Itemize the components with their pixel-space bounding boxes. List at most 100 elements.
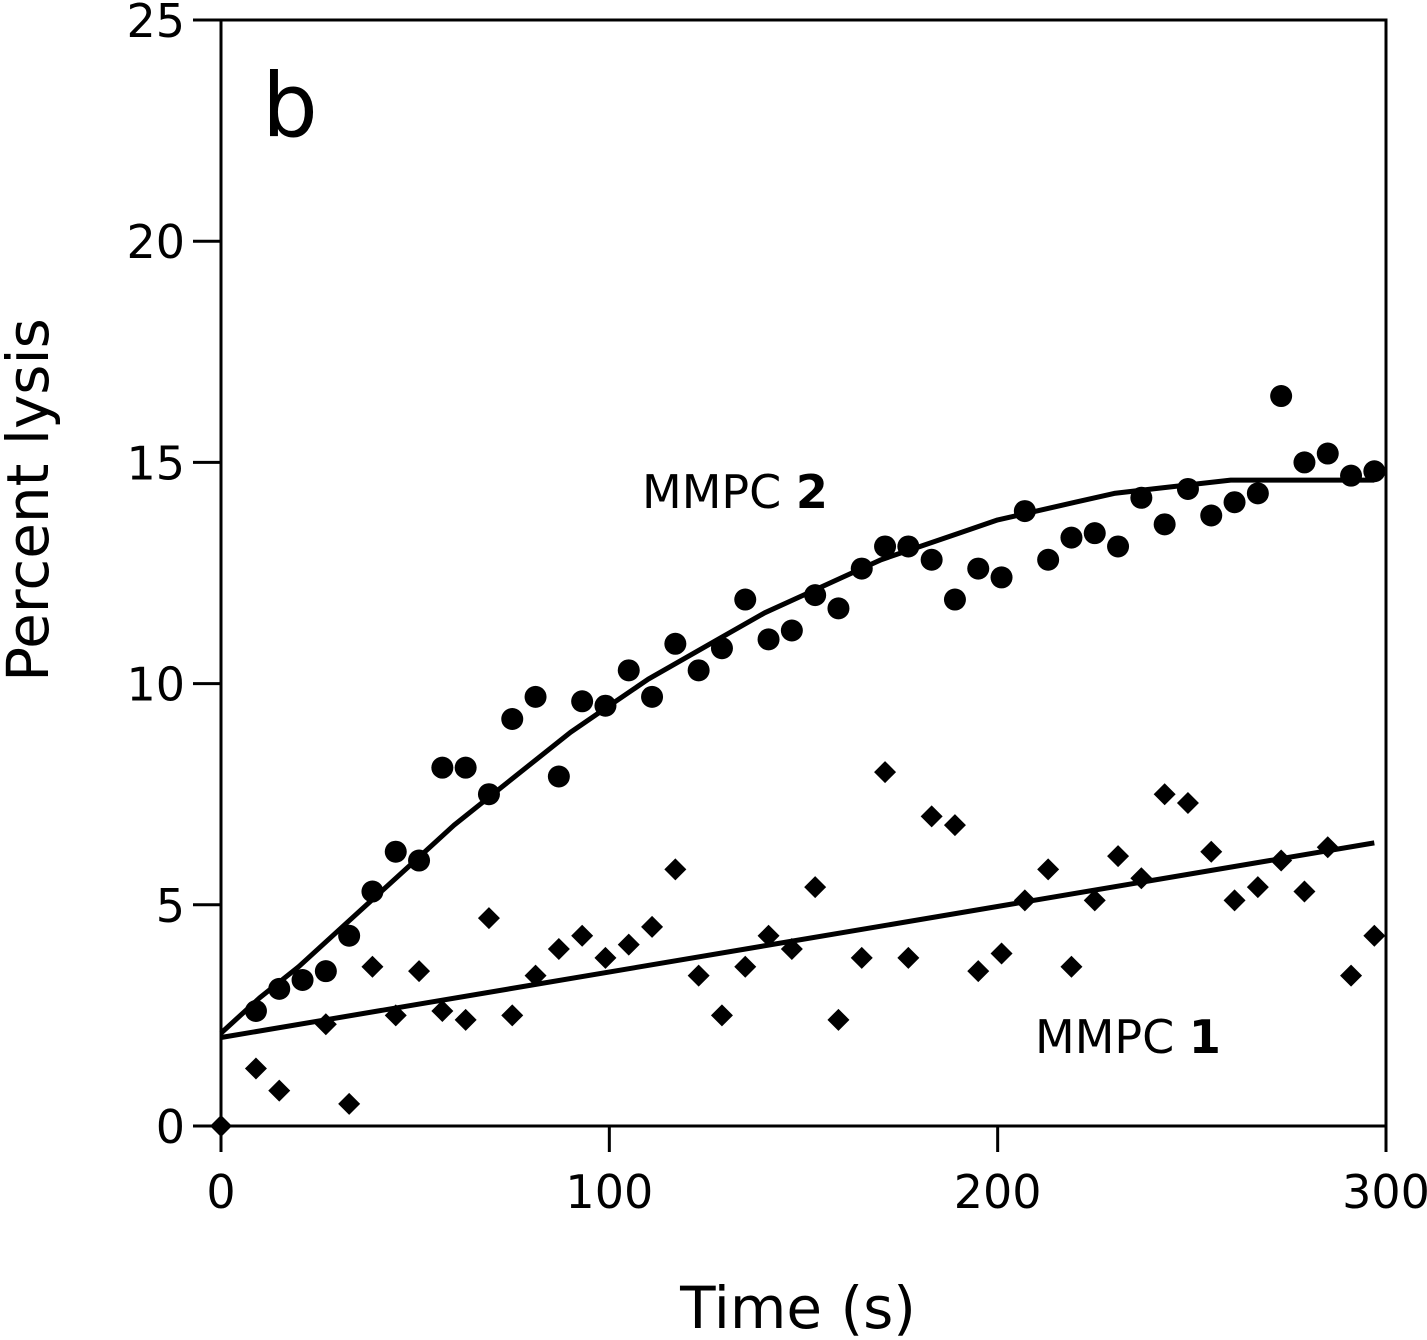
- data-point-circle: [268, 977, 291, 1000]
- data-point-circle: [641, 685, 664, 708]
- data-point-diamond: [1200, 840, 1223, 863]
- data-point-circle: [897, 535, 920, 558]
- data-point-diamond: [897, 946, 920, 969]
- data-point-diamond: [501, 1004, 524, 1027]
- data-point-circle: [1270, 385, 1293, 408]
- series-label-prefix: MMPC: [1035, 1010, 1189, 1064]
- data-point-diamond: [734, 955, 757, 978]
- data-point-diamond: [210, 1115, 232, 1137]
- data-point-diamond: [1363, 924, 1386, 947]
- fit-lines: [219, 477, 1375, 1040]
- data-point-circle: [501, 707, 524, 730]
- x-tick-label: 300: [1342, 1165, 1427, 1219]
- data-point-circle: [1176, 477, 1199, 500]
- data-point-circle: [1083, 522, 1106, 545]
- data-point-circle: [547, 765, 570, 788]
- data-point-diamond: [431, 999, 454, 1022]
- series-label-mmpc-1: MMPC 1: [1035, 1010, 1221, 1064]
- data-point-circle: [571, 690, 594, 713]
- data-point-circle: [874, 535, 897, 558]
- data-point-diamond: [384, 1004, 407, 1027]
- y-tick-label: 0: [156, 1100, 185, 1154]
- data-point-circle: [990, 566, 1013, 589]
- series-label-mmpc-2: MMPC 2: [642, 465, 828, 519]
- series-label-number: 1: [1189, 1010, 1221, 1064]
- data-point-circle: [1340, 464, 1363, 487]
- data-point-circle: [804, 584, 827, 607]
- data-point-circle: [1200, 504, 1223, 527]
- data-point-diamond: [990, 942, 1013, 965]
- data-point-circle: [1223, 491, 1246, 514]
- chart-labels: b Time (s) Percent lysis MMPC 2 MMPC 1: [0, 54, 1221, 1340]
- data-point-diamond: [827, 1008, 850, 1031]
- data-point-diamond: [1340, 964, 1363, 987]
- data-point-diamond: [314, 1013, 337, 1036]
- data-point-circle: [594, 694, 617, 717]
- fit-line-series-1: [219, 477, 1375, 1035]
- y-tick-label: 25: [126, 0, 185, 48]
- data-point-diamond: [547, 938, 570, 961]
- data-point-circle: [780, 619, 803, 642]
- data-point-diamond: [338, 1092, 361, 1115]
- y-tick-label: 10: [126, 658, 185, 712]
- data-point-circle: [734, 588, 757, 611]
- data-point-circle: [1130, 486, 1153, 509]
- data-point-diamond: [594, 946, 617, 969]
- x-tick-label: 100: [565, 1165, 653, 1219]
- data-point-circle: [827, 597, 850, 620]
- data-point-diamond: [1316, 836, 1339, 859]
- data-point-diamond: [710, 1004, 733, 1027]
- data-point-diamond: [361, 955, 384, 978]
- data-point-circle: [431, 756, 454, 779]
- data-point-diamond: [920, 805, 943, 828]
- data-point-diamond: [524, 964, 547, 987]
- data-point-diamond: [244, 1057, 267, 1080]
- series-label-number: 2: [796, 465, 828, 519]
- plot-frame: [219, 18, 1388, 1128]
- data-point-diamond: [943, 814, 966, 837]
- data-point-circle: [967, 557, 990, 580]
- data-point-circle: [1293, 451, 1316, 474]
- data-point-diamond: [1130, 867, 1153, 890]
- data-point-circle: [1316, 442, 1339, 465]
- panel-label: b: [262, 54, 318, 157]
- data-point-diamond: [850, 946, 873, 969]
- data-point-circle: [454, 756, 477, 779]
- data-point-circle: [1037, 548, 1060, 571]
- data-point-circle: [1060, 526, 1083, 549]
- data-point-diamond: [1013, 889, 1036, 912]
- data-point-diamond: [1246, 876, 1269, 899]
- data-point-circle: [1013, 500, 1036, 523]
- data-point-circle: [1363, 460, 1386, 483]
- data-point-circle: [664, 632, 687, 655]
- data-point-diamond: [1107, 845, 1130, 868]
- series-label-prefix: MMPC: [642, 465, 796, 519]
- data-point-diamond: [1223, 889, 1246, 912]
- data-point-diamond: [664, 858, 687, 881]
- data-markers: [210, 385, 1386, 1137]
- x-axis-label: Time (s): [679, 1274, 916, 1340]
- data-point-diamond: [454, 1008, 477, 1031]
- data-point-circle: [920, 548, 943, 571]
- data-point-circle: [943, 588, 966, 611]
- data-point-diamond: [1176, 792, 1199, 815]
- y-axis-label: Percent lysis: [0, 318, 62, 682]
- data-point-diamond: [1083, 889, 1106, 912]
- data-point-diamond: [641, 915, 664, 938]
- data-point-diamond: [804, 876, 827, 899]
- data-point-diamond: [1293, 880, 1316, 903]
- data-point-circle: [314, 960, 337, 983]
- data-point-circle: [291, 969, 314, 992]
- data-point-diamond: [780, 938, 803, 961]
- data-point-circle: [1153, 513, 1176, 536]
- y-tick-label: 5: [156, 879, 185, 933]
- data-point-diamond: [268, 1079, 291, 1102]
- data-point-circle: [244, 999, 267, 1022]
- x-tick-label: 200: [954, 1165, 1042, 1219]
- data-point-circle: [710, 637, 733, 660]
- data-point-diamond: [874, 761, 897, 784]
- fit-line-series-2: [220, 840, 1375, 1040]
- y-tick-label: 20: [126, 215, 185, 269]
- data-point-circle: [757, 628, 780, 651]
- x-tick-label: 0: [206, 1165, 235, 1219]
